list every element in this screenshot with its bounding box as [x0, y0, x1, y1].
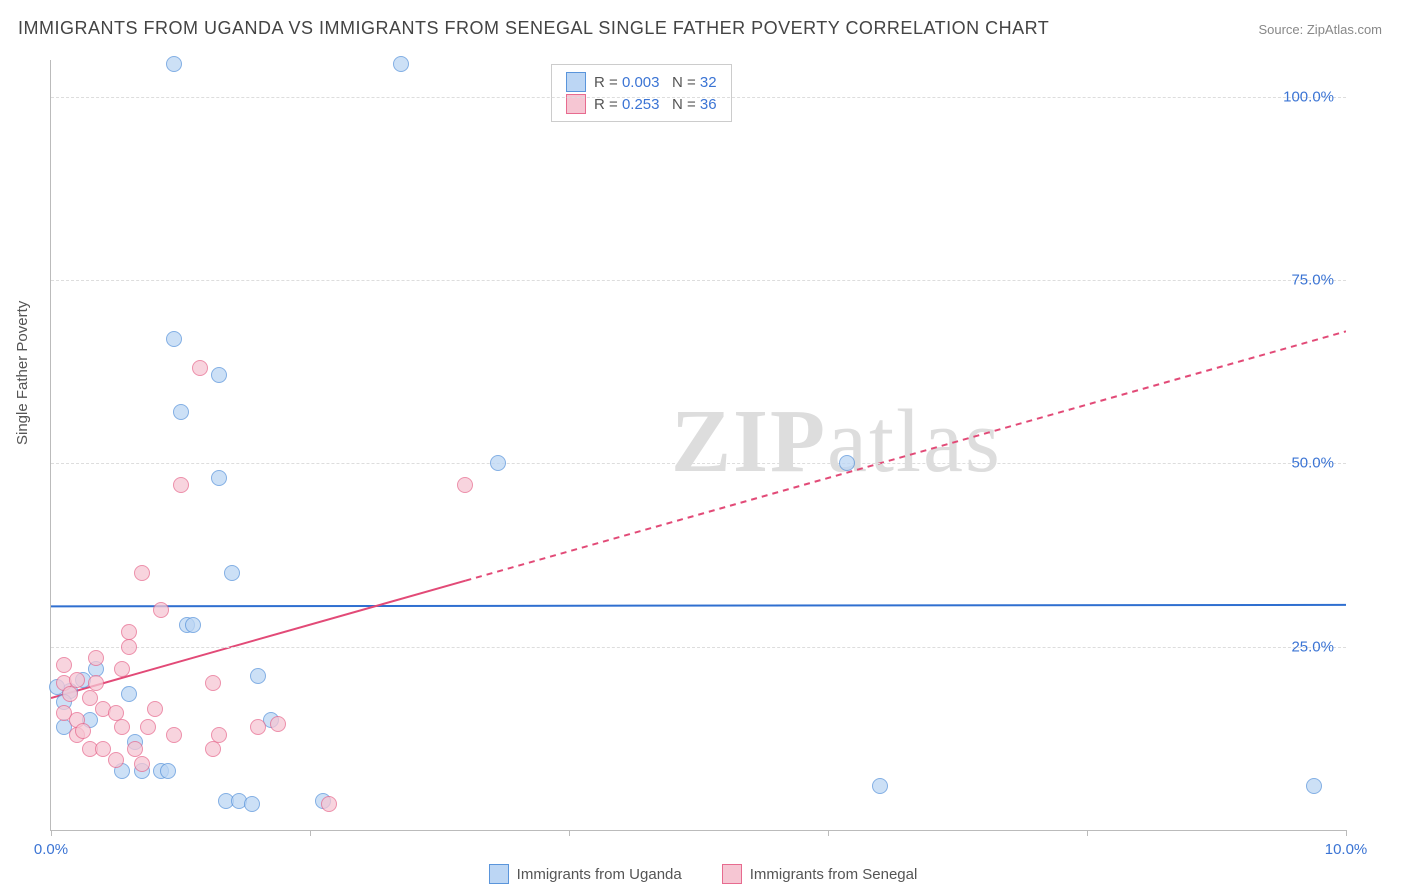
data-point [69, 672, 85, 688]
data-point [88, 675, 104, 691]
data-point [127, 741, 143, 757]
data-point [147, 701, 163, 717]
data-point [166, 727, 182, 743]
legend-series-item: Immigrants from Uganda [489, 864, 682, 884]
data-point [166, 331, 182, 347]
data-point [839, 455, 855, 471]
data-point [250, 719, 266, 735]
y-tick-label: 100.0% [1283, 88, 1334, 105]
x-tick [569, 830, 570, 836]
data-point [224, 565, 240, 581]
data-point [321, 796, 337, 812]
x-tick-label: 0.0% [34, 841, 68, 858]
data-point [140, 719, 156, 735]
legend-stat-row: R = 0.003 N = 32 [566, 71, 717, 93]
data-point [211, 470, 227, 486]
x-tick [310, 830, 311, 836]
data-point [75, 723, 91, 739]
data-point [121, 624, 137, 640]
data-point [872, 778, 888, 794]
data-point [114, 661, 130, 677]
data-point [173, 404, 189, 420]
data-point [108, 705, 124, 721]
y-axis-label: Single Father Poverty [14, 301, 31, 445]
plot-area: ZIPatlas R = 0.003 N = 32R = 0.253 N = 3… [50, 60, 1346, 831]
gridline [51, 647, 1346, 648]
legend-series: Immigrants from Uganda Immigrants from Se… [0, 864, 1406, 888]
data-point [56, 657, 72, 673]
gridline [51, 463, 1346, 464]
data-point [173, 477, 189, 493]
gridline [51, 280, 1346, 281]
y-tick-label: 50.0% [1291, 455, 1334, 472]
watermark: ZIPatlas [671, 390, 1002, 493]
y-tick-label: 75.0% [1291, 272, 1334, 289]
data-point [88, 650, 104, 666]
data-point [250, 668, 266, 684]
data-point [457, 477, 473, 493]
x-tick [828, 830, 829, 836]
legend-series-label: Immigrants from Uganda [517, 866, 682, 883]
data-point [114, 719, 130, 735]
source-label: Source: ZipAtlas.com [1258, 22, 1382, 37]
legend-series-label: Immigrants from Senegal [750, 866, 918, 883]
data-point [153, 602, 169, 618]
chart-container: IMMIGRANTS FROM UGANDA VS IMMIGRANTS FRO… [0, 0, 1406, 892]
data-point [185, 617, 201, 633]
data-point [270, 716, 286, 732]
y-tick-label: 25.0% [1291, 638, 1334, 655]
data-point [160, 763, 176, 779]
legend-swatch [566, 72, 586, 92]
data-point [134, 565, 150, 581]
data-point [108, 752, 124, 768]
x-tick [1346, 830, 1347, 836]
gridline [51, 97, 1346, 98]
data-point [192, 360, 208, 376]
data-point [205, 675, 221, 691]
data-point [166, 56, 182, 72]
data-point [244, 796, 260, 812]
data-point [1306, 778, 1322, 794]
chart-title: IMMIGRANTS FROM UGANDA VS IMMIGRANTS FRO… [18, 18, 1049, 39]
data-point [490, 455, 506, 471]
legend-swatch [722, 864, 742, 884]
data-point [393, 56, 409, 72]
data-point [205, 741, 221, 757]
data-point [62, 686, 78, 702]
x-tick-label: 10.0% [1325, 841, 1368, 858]
data-point [134, 756, 150, 772]
data-point [211, 367, 227, 383]
x-tick [1087, 830, 1088, 836]
data-point [121, 639, 137, 655]
legend-swatch [489, 864, 509, 884]
legend-stats: R = 0.003 N = 32R = 0.253 N = 36 [551, 64, 732, 122]
data-point [121, 686, 137, 702]
legend-series-item: Immigrants from Senegal [722, 864, 918, 884]
data-point [211, 727, 227, 743]
trend-lines [51, 60, 1346, 830]
x-tick [51, 830, 52, 836]
